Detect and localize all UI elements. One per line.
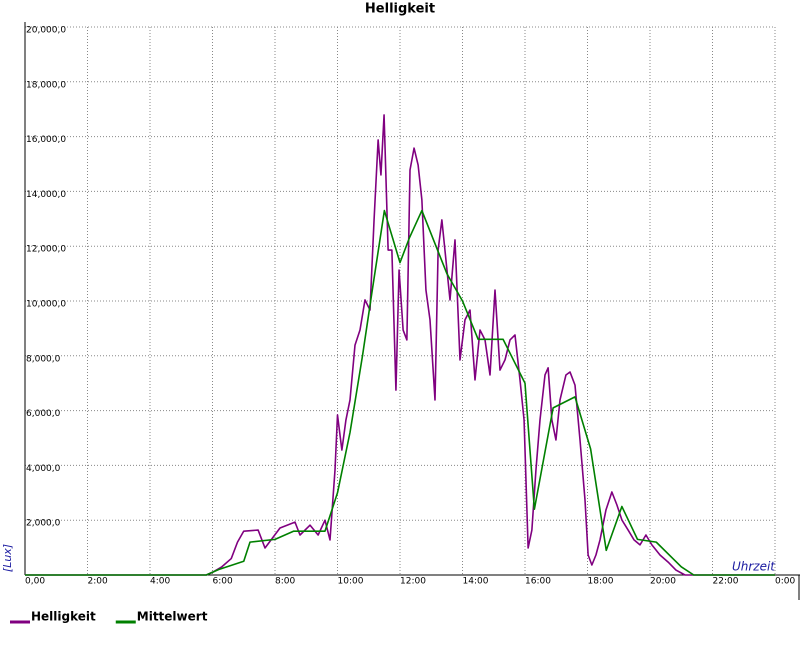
y-tick-label: 6,000,0 [26, 409, 61, 419]
x-tick-label: 10:00 [338, 577, 364, 587]
y-tick-label: 12,000,0 [26, 245, 66, 255]
x-axis-label: Uhrzeit [732, 560, 776, 574]
legend-label: Mittelwert [137, 610, 208, 624]
series-line [25, 209, 775, 576]
y-tick-label: 18,000,0 [26, 80, 66, 90]
y-tick-label: 4,000,0 [26, 464, 61, 474]
x-tick-label: 0:00 [775, 577, 795, 587]
y-tick-label: 20,000,0 [26, 26, 66, 36]
x-tick-label: 14:00 [463, 577, 489, 587]
x-tick-label: 0,00 [25, 577, 45, 587]
x-tick-label: 4:00 [150, 577, 170, 587]
y-tick-label: 14,000,0 [26, 190, 66, 200]
legend-label: Helligkeit [31, 610, 96, 624]
series-line [25, 114, 775, 576]
x-tick-label: 18:00 [588, 577, 614, 587]
y-tick-label: 2,000,0 [26, 519, 61, 529]
x-tick-label: 6:00 [213, 577, 233, 587]
y-tick-label: 8,000,0 [26, 354, 61, 364]
x-tick-label: 20:00 [650, 577, 676, 587]
y-axis-label: [Lux] [1, 544, 14, 572]
x-tick-label: 2:00 [88, 577, 108, 587]
x-tick-label: 22:00 [713, 577, 739, 587]
y-tick-label: 16,000,0 [26, 135, 66, 145]
chart-title: Helligkeit [365, 2, 435, 17]
x-tick-label: 16:00 [525, 577, 551, 587]
x-tick-label: 8:00 [275, 577, 295, 587]
y-tick-label: 10,000,0 [26, 300, 66, 310]
x-tick-label: 12:00 [400, 577, 426, 587]
